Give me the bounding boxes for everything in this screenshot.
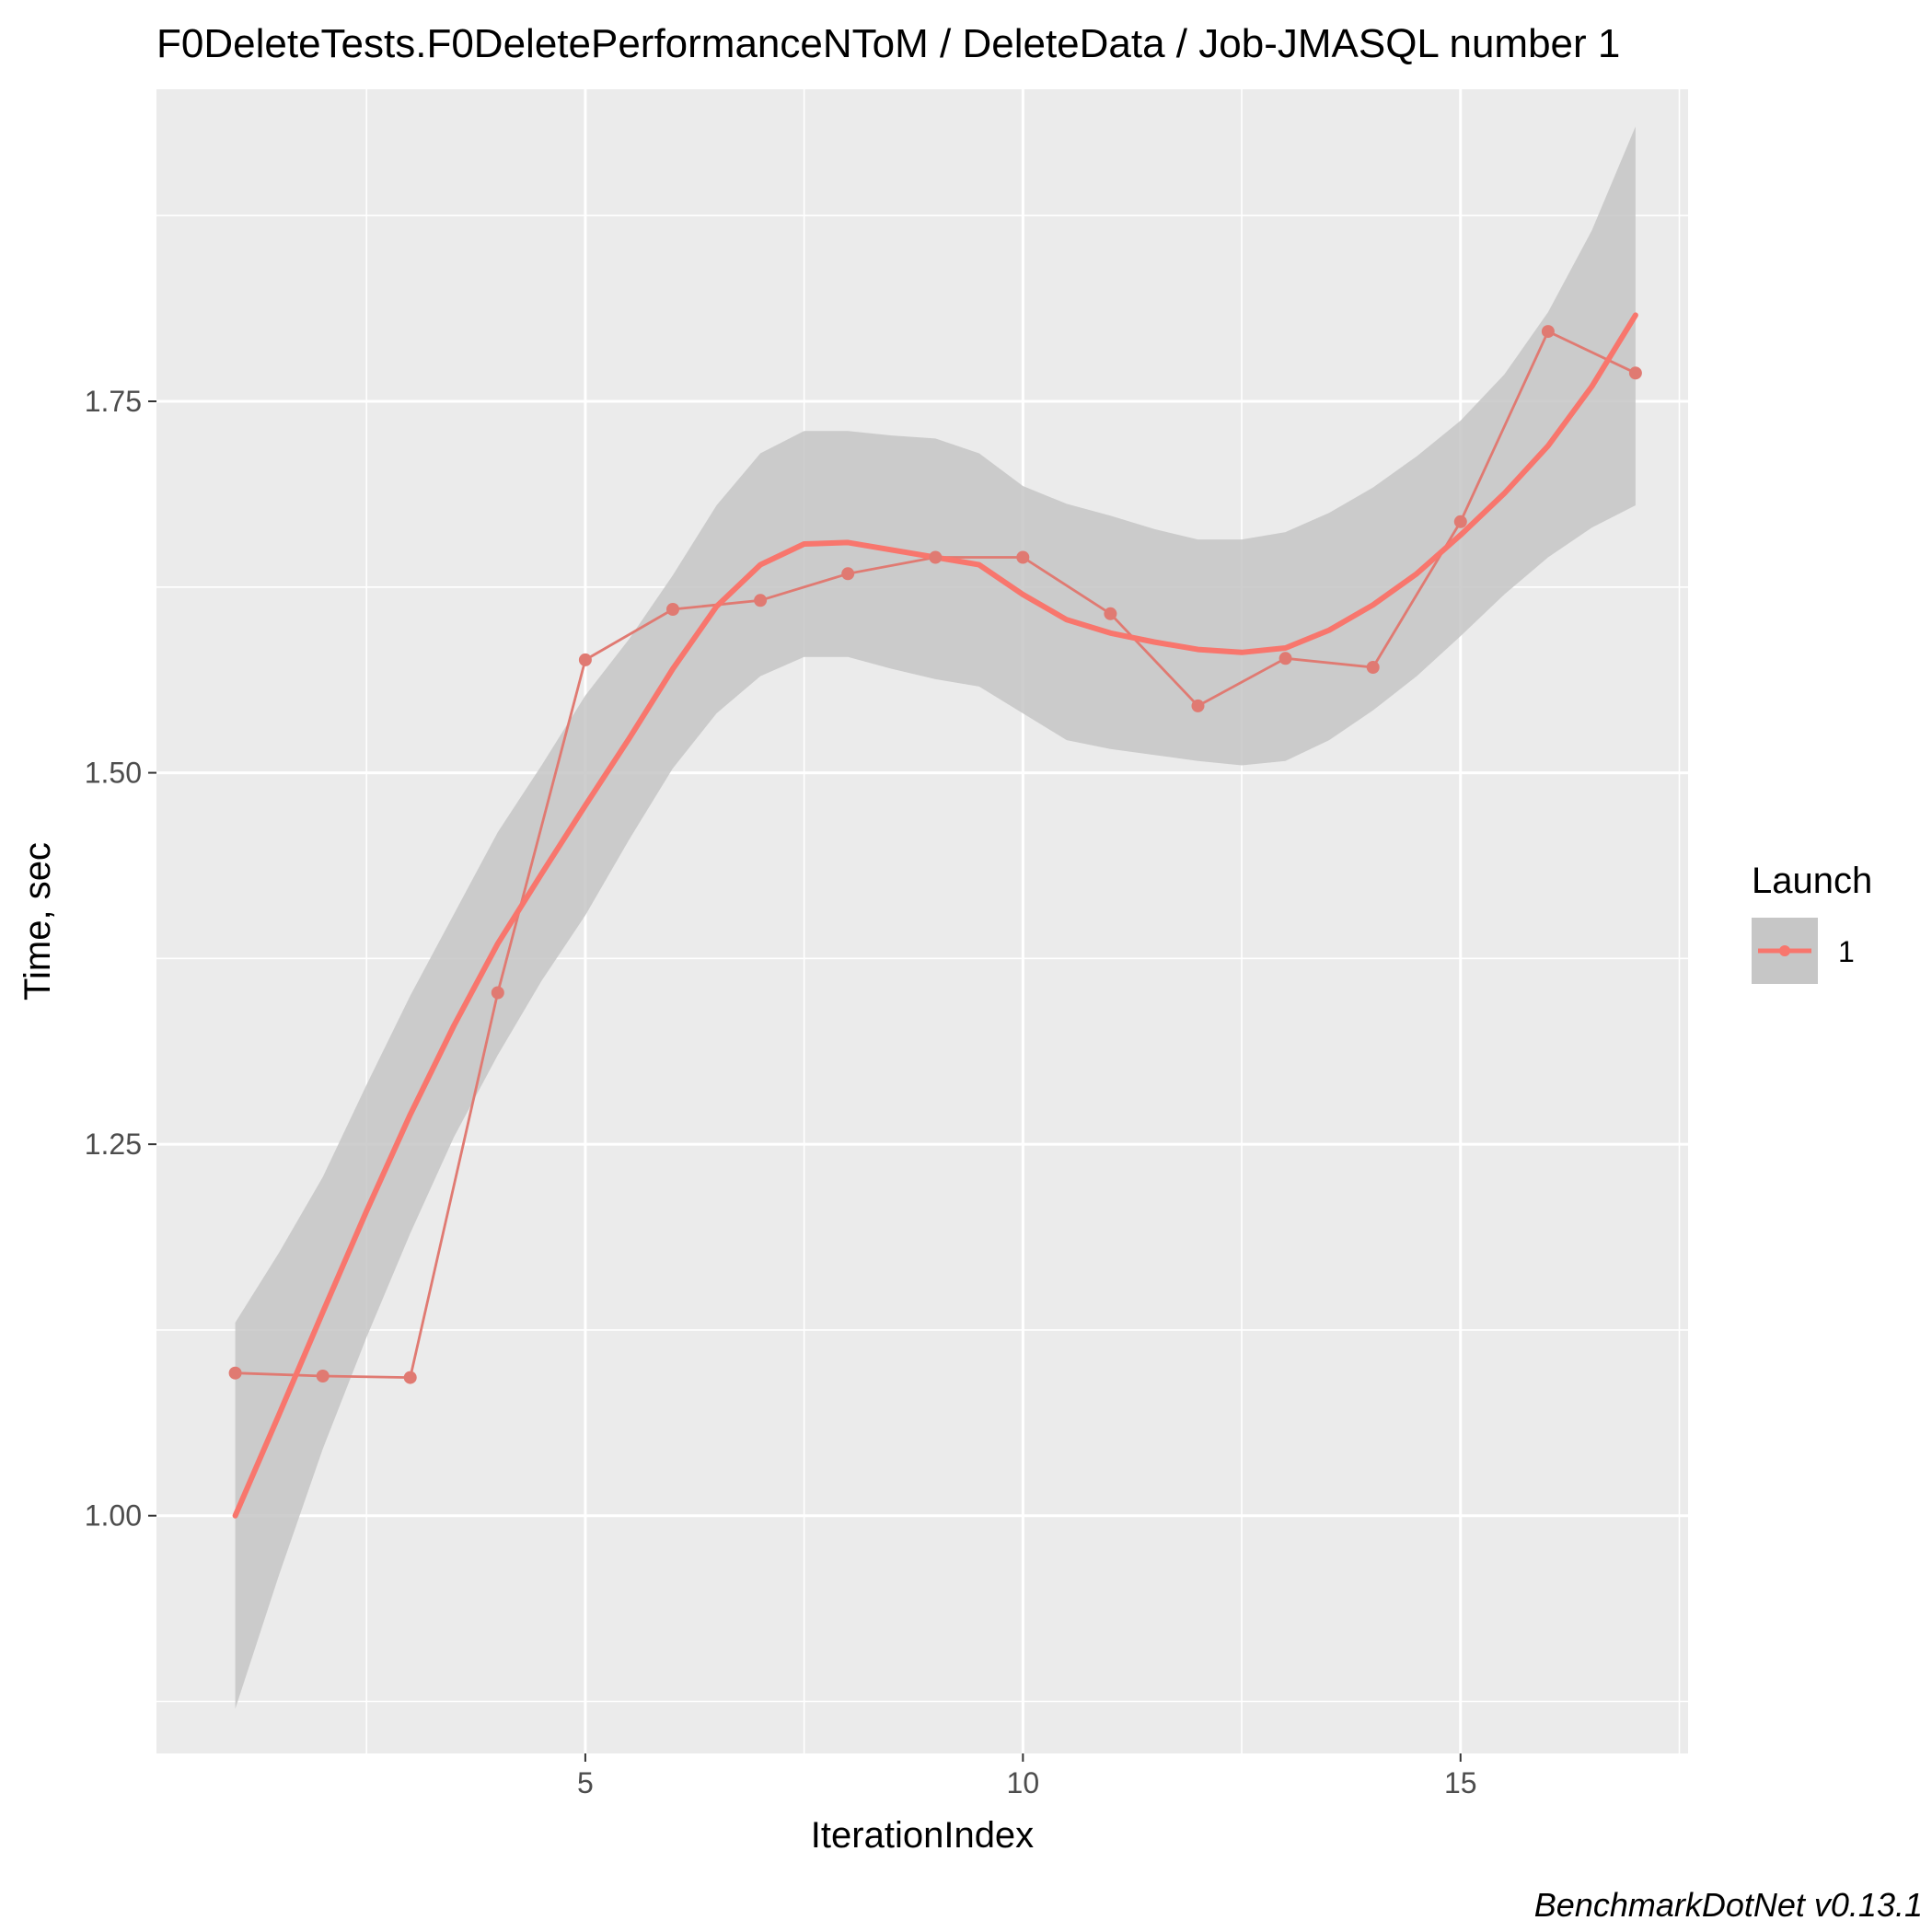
data-point <box>1453 515 1467 528</box>
legend-label: 1 <box>1838 935 1855 968</box>
data-point <box>754 594 768 607</box>
data-point <box>1104 607 1117 620</box>
data-point <box>316 1370 330 1382</box>
y-tick-label: 1.75 <box>85 385 142 418</box>
y-tick-label: 1.00 <box>85 1499 142 1533</box>
x-tick-label: 15 <box>1444 1766 1477 1799</box>
plot-panel <box>156 89 1688 1753</box>
data-point <box>1541 325 1555 339</box>
data-point <box>491 986 504 1000</box>
data-point <box>578 653 592 666</box>
data-point <box>403 1371 417 1384</box>
data-point <box>666 603 679 616</box>
data-point <box>841 567 855 581</box>
y-axis-title: Time, sec <box>17 842 58 1001</box>
data-point <box>929 550 943 564</box>
data-point <box>228 1366 242 1380</box>
data-point <box>1278 652 1292 665</box>
y-axis-ticks: 1.00 1.25 1.50 1.75 <box>85 385 156 1533</box>
y-tick-label: 1.25 <box>85 1128 142 1161</box>
caption: BenchmarkDotNet v0.13.1 <box>1534 1886 1923 1924</box>
y-tick-label: 1.50 <box>85 757 142 790</box>
chart-title: F0DeleteTests.F0DeletePerformanceNToM / … <box>156 21 1620 66</box>
legend: Launch 1 <box>1752 861 1872 984</box>
data-point <box>1628 366 1642 380</box>
x-axis-ticks: 5 10 15 <box>577 1753 1477 1799</box>
x-tick-label: 5 <box>577 1766 594 1799</box>
grid-lines <box>156 89 1688 1753</box>
x-tick-label: 10 <box>1007 1766 1040 1799</box>
data-point <box>1016 550 1030 564</box>
legend-title: Launch <box>1752 861 1872 901</box>
series-points <box>228 325 1642 1384</box>
x-axis-title: IterationIndex <box>811 1815 1034 1856</box>
data-point <box>1366 661 1380 674</box>
legend-key-point <box>1779 945 1790 956</box>
data-point <box>1191 699 1205 712</box>
